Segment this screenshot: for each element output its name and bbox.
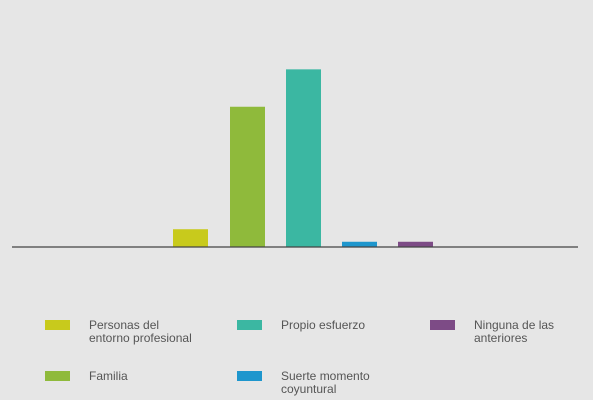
legend-swatch-4 [237,371,262,381]
bar-1 [230,106,265,247]
legend-label-0-0: Personas del [89,318,159,332]
legend-label-2-0: Ninguna de las [474,318,554,332]
legend-label-2-1: anteriores [474,331,527,345]
legend-label-4-1: coyuntural [281,382,336,396]
legend-swatch-2 [430,320,455,330]
legend-item-3: Familia [45,369,128,383]
legend-label-3-0: Familia [89,369,128,383]
bar-0 [173,229,208,247]
bar-2 [286,69,321,247]
legend-label-4-0: Suerte momento [281,369,370,383]
bar-3 [342,241,377,247]
bar-4 [398,241,433,247]
legend-label-1-0: Propio esfuerzo [281,318,365,332]
legend-item-1: Propio esfuerzo [237,318,365,332]
legend-swatch-1 [237,320,262,330]
legend-swatch-3 [45,371,70,381]
legend-label-0-1: entorno profesional [89,331,192,345]
legend-swatch-0 [45,320,70,330]
bars-group [173,69,433,247]
